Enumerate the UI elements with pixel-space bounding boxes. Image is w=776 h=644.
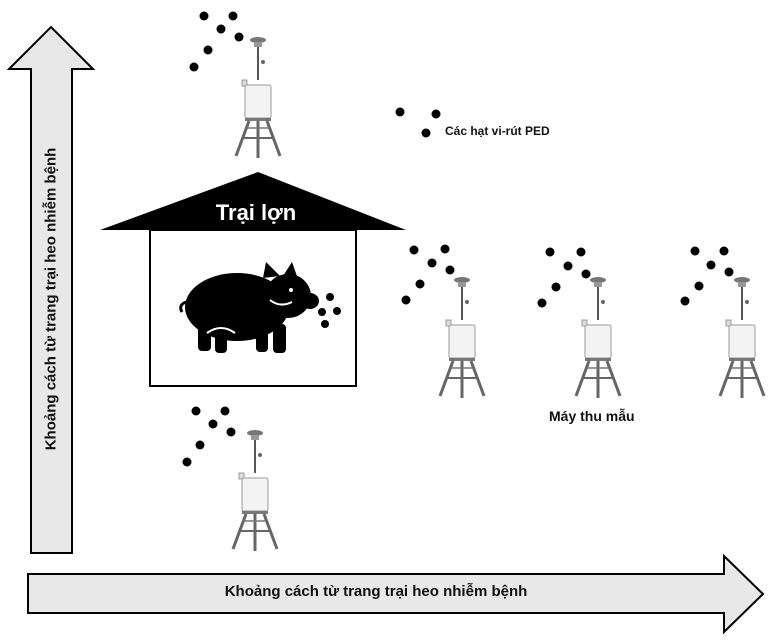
- air-sampler-right-3: [718, 275, 766, 400]
- snout-particles: [318, 293, 341, 328]
- air-sampler-top: [234, 35, 282, 160]
- particles-bottom-sampler: [182, 406, 236, 467]
- x-axis-label: Khoảng cách từ trang trại heo nhiễm bệnh: [224, 583, 528, 600]
- air-sampler-right-2: [574, 275, 622, 400]
- particles-right-2: [537, 247, 591, 308]
- pig-icon: [179, 262, 319, 353]
- farm-roof: [100, 172, 406, 230]
- farm-title: Trại lợn: [215, 200, 297, 225]
- y-axis-arrow: [6, 25, 96, 554]
- particles-top-sampler: [189, 11, 244, 72]
- air-sampler-right-1: [438, 275, 486, 400]
- particles-right-1: [401, 244, 455, 305]
- air-sampler-bottom: [231, 428, 279, 553]
- particles-label: Các hạt vi-rút PED: [445, 124, 550, 138]
- y-axis-label: Khoảng cách từ trang trại heo nhiễm bệnh: [42, 147, 60, 451]
- particles-right-3: [680, 246, 734, 306]
- sampler-label: Máy thu mẫu: [549, 408, 635, 424]
- x-axis-arrow: [27, 553, 765, 635]
- particles-legend-cluster: [395, 107, 441, 138]
